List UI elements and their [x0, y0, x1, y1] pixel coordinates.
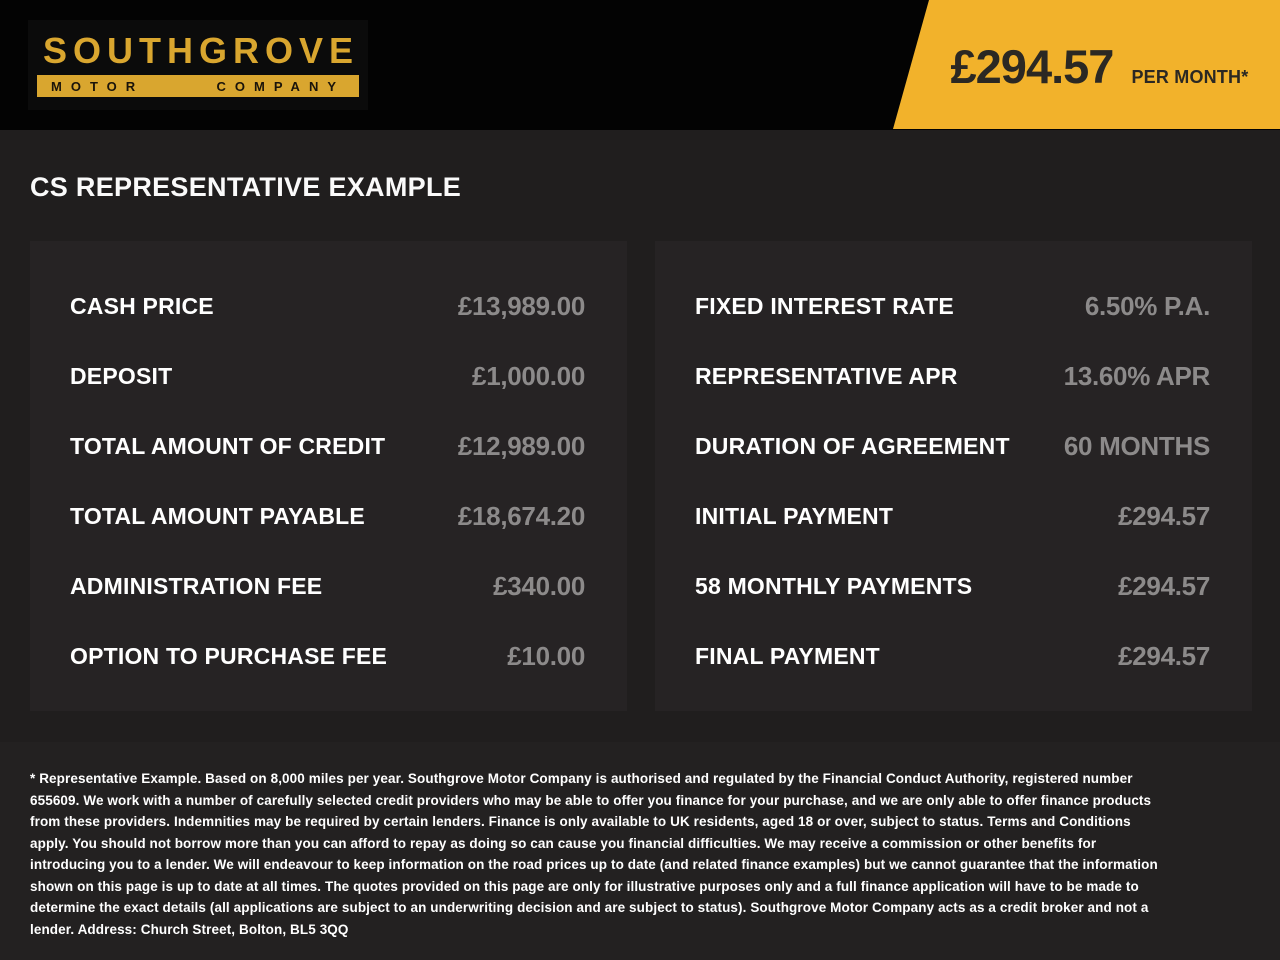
- main-content: CS REPRESENTATIVE EXAMPLE CASH PRICE £13…: [0, 130, 1280, 742]
- price-banner-content: £294.57 PER MONTH*: [925, 39, 1249, 94]
- finance-row-option-fee: OPTION TO PURCHASE FEE £10.00: [70, 621, 585, 691]
- finance-row-monthly-payments: 58 MONTHLY PAYMENTS £294.57: [695, 551, 1210, 621]
- finance-row-label: FINAL PAYMENT: [695, 642, 880, 669]
- finance-row-deposit: DEPOSIT £1,000.00: [70, 341, 585, 411]
- finance-row-value: £13,989.00: [457, 290, 585, 321]
- logo-word-motor: MOTOR: [51, 78, 145, 94]
- finance-row-label: ADMINISTRATION FEE: [70, 572, 323, 599]
- logo-bar: MOTOR COMPANY: [37, 75, 359, 97]
- logo-name: SOUTHGROVE: [42, 30, 360, 71]
- finance-row-initial-payment: INITIAL PAYMENT £294.57: [695, 481, 1210, 551]
- monthly-price-period: PER MONTH*: [1131, 67, 1249, 87]
- finance-row-value: 13.60% APR: [1063, 360, 1211, 391]
- finance-row-admin-fee: ADMINISTRATION FEE £340.00: [70, 551, 585, 621]
- finance-row-value: £10.00: [507, 640, 585, 671]
- finance-row-label: OPTION TO PURCHASE FEE: [70, 642, 388, 669]
- finance-row-cash-price: CASH PRICE £13,989.00: [70, 271, 585, 341]
- finance-row-total-payable: TOTAL AMOUNT PAYABLE £18,674.20: [70, 481, 585, 551]
- finance-row-value: £340.00: [493, 570, 585, 601]
- finance-row-label: FIXED INTEREST RATE: [695, 292, 954, 319]
- finance-row-total-credit: TOTAL AMOUNT OF CREDIT £12,989.00: [70, 411, 585, 481]
- finance-row-label: TOTAL AMOUNT PAYABLE: [70, 502, 365, 529]
- finance-row-value: £294.57: [1118, 570, 1210, 601]
- finance-panels: CASH PRICE £13,989.00 DEPOSIT £1,000.00 …: [30, 241, 1280, 711]
- finance-row-value: £1,000.00: [472, 360, 585, 391]
- finance-row-value: 6.50% P.A.: [1084, 290, 1210, 321]
- finance-row-label: DURATION OF AGREEMENT: [695, 432, 1010, 459]
- finance-row-apr: REPRESENTATIVE APR 13.60% APR: [695, 341, 1210, 411]
- finance-panel-right: FIXED INTEREST RATE 6.50% P.A. REPRESENT…: [655, 241, 1252, 711]
- finance-row-duration: DURATION OF AGREEMENT 60 MONTHS: [695, 411, 1210, 481]
- finance-row-label: REPRESENTATIVE APR: [695, 362, 958, 389]
- finance-row-value: 60 MONTHS: [1063, 430, 1210, 461]
- finance-row-label: INITIAL PAYMENT: [695, 502, 894, 529]
- company-logo[interactable]: SOUTHGROVE MOTOR COMPANY: [28, 20, 368, 110]
- finance-row-interest-rate: FIXED INTEREST RATE 6.50% P.A.: [695, 271, 1210, 341]
- finance-row-value: £18,674.20: [457, 500, 585, 531]
- finance-row-final-payment: FINAL PAYMENT £294.57: [695, 621, 1210, 691]
- finance-panel-left: CASH PRICE £13,989.00 DEPOSIT £1,000.00 …: [30, 241, 627, 711]
- finance-row-label: TOTAL AMOUNT OF CREDIT: [70, 432, 386, 459]
- footer: * Representative Example. Based on 8,000…: [0, 742, 1280, 960]
- finance-row-value: £294.57: [1118, 640, 1210, 671]
- finance-row-label: CASH PRICE: [70, 292, 214, 319]
- page-title: CS REPRESENTATIVE EXAMPLE: [30, 172, 462, 202]
- finance-row-label: 58 MONTHLY PAYMENTS: [695, 572, 973, 599]
- header: SOUTHGROVE MOTOR COMPANY £294.57 PER MON…: [0, 0, 1280, 130]
- finance-row-value: £12,989.00: [457, 430, 585, 461]
- footer-disclaimer: * Representative Example. Based on 8,000…: [30, 771, 1158, 937]
- finance-row-label: DEPOSIT: [70, 362, 173, 389]
- price-banner: £294.57 PER MONTH*: [893, 0, 1280, 129]
- monthly-price: £294.57: [950, 40, 1115, 93]
- finance-row-value: £294.57: [1118, 500, 1210, 531]
- logo-word-company: COMPANY: [216, 78, 345, 94]
